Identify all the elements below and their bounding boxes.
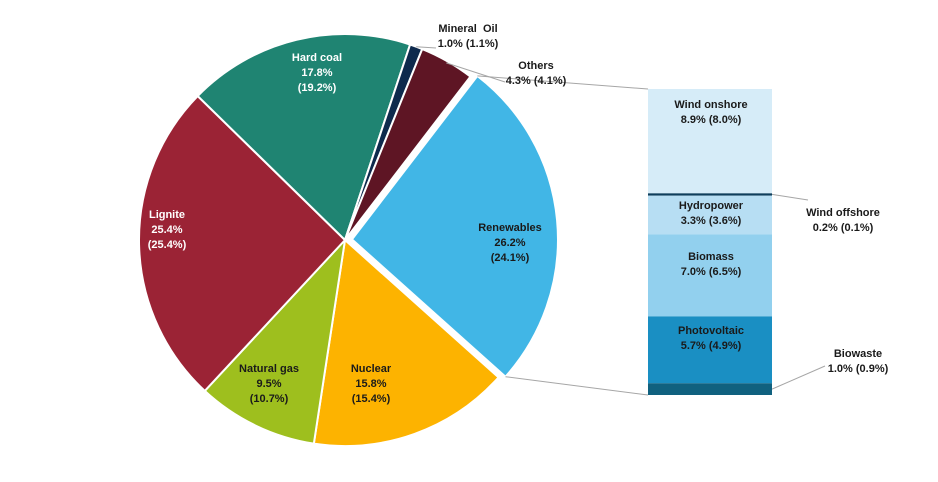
- slice-value-mineral-oil: 1.0% (1.1%): [438, 38, 499, 50]
- bar-label-wind-onshore: Wind onshore: [674, 99, 747, 111]
- bar-label-biomass: Biomass: [688, 251, 734, 263]
- slice-value-renewables: 26.2%: [494, 237, 525, 249]
- bar-segment-photovoltaic: [648, 316, 772, 384]
- slice-label-renewables: Renewables: [478, 222, 542, 234]
- pie-slice-natural-gas: [203, 236, 347, 445]
- leader-biowaste: [771, 365, 826, 390]
- connector-top: [477, 75, 649, 90]
- bar-value-hydropower: 3.3% (3.6%): [681, 215, 742, 227]
- bar-label-wind-offshore: Wind offshore: [806, 207, 880, 219]
- bar-segment-biomass: [648, 234, 772, 317]
- leader-mineral-oil: [416, 46, 437, 49]
- connector-bottom: [505, 376, 649, 396]
- slice-prev-nuclear: (15.4%): [352, 393, 391, 405]
- bar-value-biowaste: 1.0% (0.9%): [828, 363, 889, 375]
- pie-slice-nuclear: [312, 238, 500, 447]
- bar-segment-wind-offshore: [648, 193, 772, 196]
- slice-label-lignite: Lignite: [149, 209, 185, 221]
- slice-value-others: 4.3% (4.1%): [506, 75, 567, 87]
- bar-segment-biowaste: [648, 383, 772, 395]
- bar-segment-hydropower: [648, 195, 772, 235]
- slice-value-natural-gas: 9.5%: [256, 378, 281, 390]
- slice-value-lignite: 25.4%: [151, 224, 182, 236]
- slice-prev-renewables: (24.1%): [491, 252, 530, 264]
- leader-others: [446, 62, 506, 83]
- connector-lines: [416, 46, 826, 396]
- bar-value-photovoltaic: 5.7% (4.9%): [681, 340, 742, 352]
- slice-prev-lignite: (25.4%): [148, 239, 187, 251]
- bar-segment-wind-onshore: [648, 89, 772, 194]
- bar-value-biomass: 7.0% (6.5%): [681, 266, 742, 278]
- bar-label-hydropower: Hydropower: [679, 200, 744, 212]
- pie-slice-others: [344, 47, 472, 241]
- slice-label-mineral-oil: Mineral Oil: [438, 23, 497, 35]
- slice-label-hard-coal: Hard coal: [292, 52, 342, 64]
- slice-value-nuclear: 15.8%: [355, 378, 386, 390]
- slice-value-hard-coal: 17.8%: [301, 67, 332, 79]
- slice-label-nuclear: Nuclear: [351, 363, 392, 375]
- slice-prev-hard-coal: (19.2%): [298, 82, 337, 94]
- pie-slice-hard-coal: [196, 33, 412, 242]
- bar-label-photovoltaic: Photovoltaic: [678, 325, 744, 337]
- breakdown-labels: Wind onshore 8.9% (8.0%) Wind offshore 0…: [674, 99, 888, 375]
- bar-value-wind-offshore: 0.2% (0.1%): [813, 222, 874, 234]
- leader-wind-offshore: [771, 193, 809, 201]
- pie-slice-lignite: [138, 94, 347, 393]
- slice-prev-natural-gas: (10.7%): [250, 393, 289, 405]
- pie-slice-renewables: [350, 74, 559, 379]
- bar-label-biowaste: Biowaste: [834, 348, 882, 360]
- slice-labels: Renewables 26.2% (24.1%) Nuclear 15.8% (…: [148, 23, 567, 405]
- bar-value-wind-onshore: 8.9% (8.0%): [681, 114, 742, 126]
- slice-label-others: Others: [518, 60, 553, 72]
- slice-label-natural-gas: Natural gas: [239, 363, 299, 375]
- renewables-breakdown-bar: [648, 89, 772, 395]
